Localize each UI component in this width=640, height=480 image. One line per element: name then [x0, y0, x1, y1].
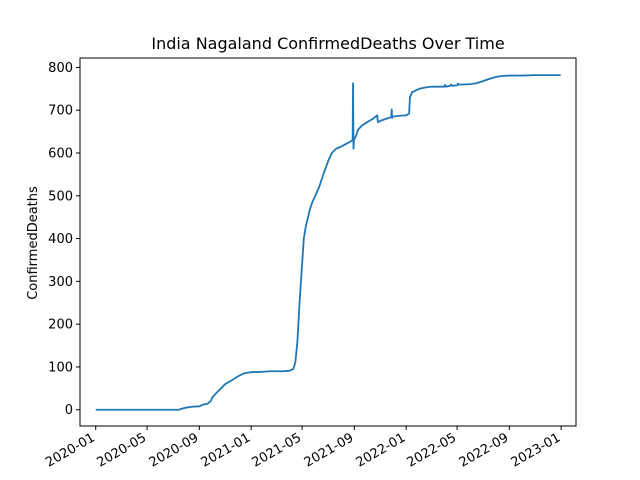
y-tick-label: 200: [48, 318, 73, 333]
y-tick-label: 800: [48, 61, 73, 76]
plot-frame: [79, 57, 577, 427]
chart-title: India Nagaland ConfirmedDeaths Over Time: [151, 34, 504, 53]
y-tick-label: 700: [48, 104, 73, 119]
y-tick-label: 400: [48, 232, 73, 247]
y-tick-label: 0: [65, 403, 73, 418]
y-tick-label: 600: [48, 146, 73, 161]
y-tick-label: 100: [48, 360, 73, 375]
y-axis-label: ConfirmedDeaths: [26, 186, 41, 300]
y-axis-ticks: 0 100 200 300 400 500 600 700 800: [48, 61, 80, 418]
series-layer: [95, 74, 561, 411]
series-line-confirmed-deaths: [95, 74, 561, 411]
y-tick-label: 500: [48, 189, 73, 204]
y-tick-label: 300: [48, 275, 73, 290]
